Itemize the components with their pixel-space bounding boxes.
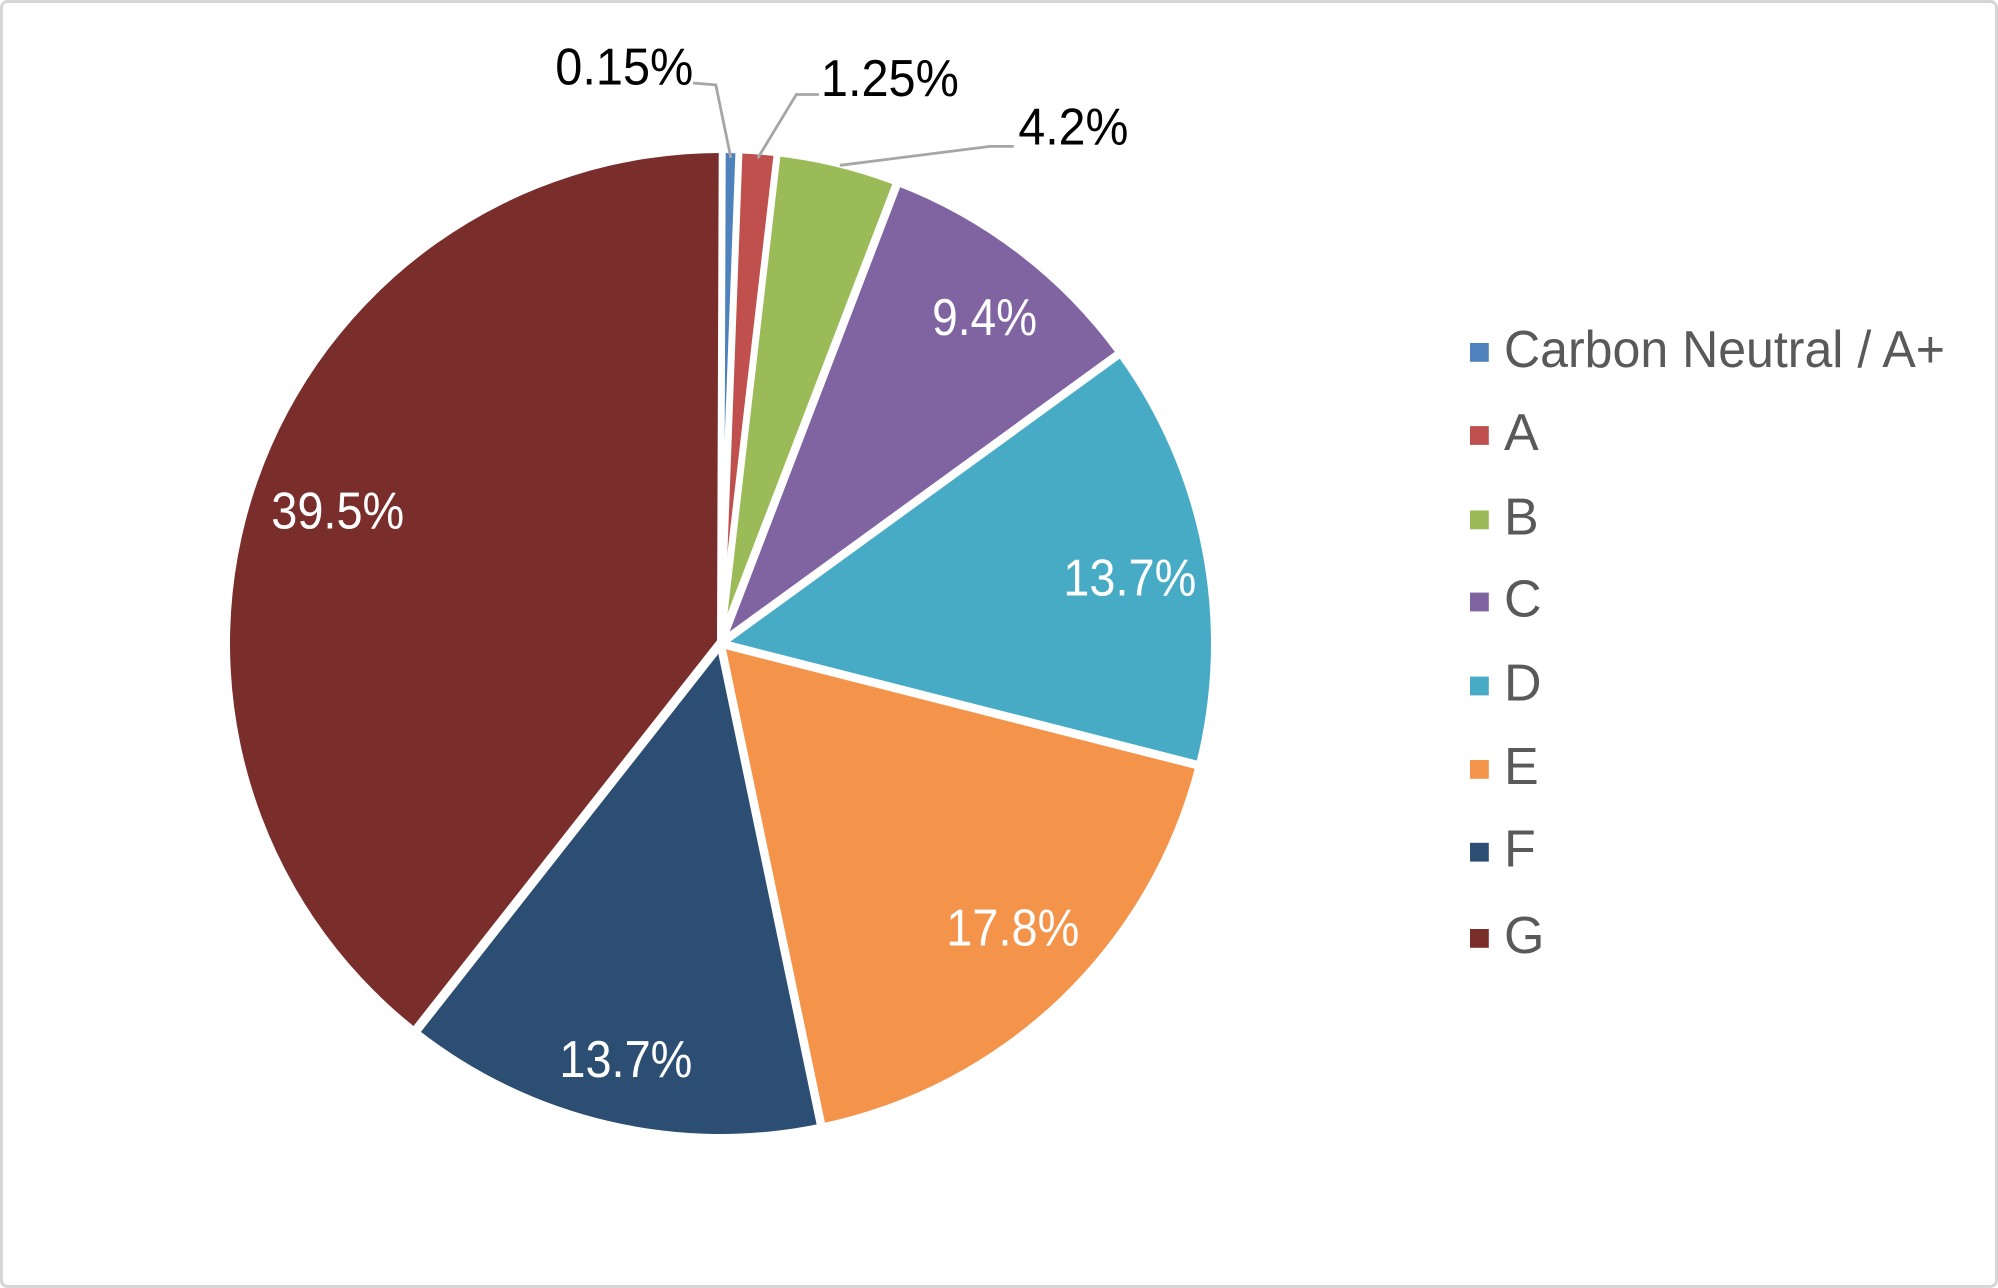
- svg-text:F: F: [1504, 821, 1536, 879]
- svg-text:13.7%: 13.7%: [559, 1031, 692, 1089]
- svg-text:4.2%: 4.2%: [1018, 99, 1128, 157]
- svg-text:C: C: [1504, 571, 1542, 629]
- svg-text:B: B: [1504, 488, 1539, 546]
- svg-text:13.7%: 13.7%: [1063, 550, 1196, 608]
- svg-text:39.5%: 39.5%: [271, 483, 404, 541]
- svg-text:1.25%: 1.25%: [821, 50, 959, 108]
- svg-text:A: A: [1504, 404, 1539, 462]
- svg-text:D: D: [1504, 655, 1542, 713]
- svg-text:0.15%: 0.15%: [555, 38, 693, 96]
- svg-text:Carbon Neutral / A+: Carbon Neutral / A+: [1504, 321, 1945, 379]
- svg-text:E: E: [1504, 738, 1539, 796]
- svg-text:17.8%: 17.8%: [946, 900, 1079, 958]
- svg-text:G: G: [1504, 907, 1544, 965]
- svg-text:9.4%: 9.4%: [932, 289, 1037, 347]
